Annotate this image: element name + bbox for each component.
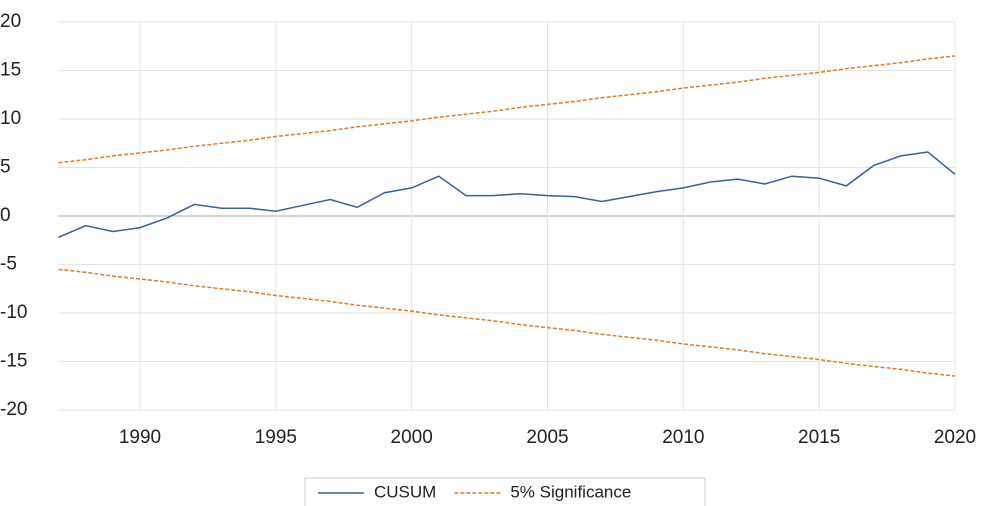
line-series [58,151,956,238]
y-tick-label: 0 [0,205,11,226]
legend-label: CUSUM [374,482,436,501]
y-tick-label: -15 [0,351,27,372]
x-tick-label: 2000 [391,427,433,448]
legend-box [304,477,706,506]
x-tick-label: 2010 [662,427,704,448]
x-tick-label: 2005 [526,427,568,448]
legend-label: 5% Significance [510,482,631,501]
y-tick-label: 20 [0,11,21,32]
y-tick-label: -5 [0,254,17,275]
x-tick-label: 1990 [119,427,161,448]
legend: CUSUM 5% Significance [304,477,706,506]
y-tick-label: -10 [0,302,27,323]
y-tick-label: 5 [0,157,11,178]
y-tick-label: 15 [0,60,21,81]
y-tick-label: -20 [0,399,27,420]
y-tick-label: 10 [0,108,21,129]
x-tick-label: 2015 [798,427,840,448]
line-series [58,55,956,164]
line-series [58,268,956,377]
x-tick-label: 2020 [934,427,976,448]
x-tick-label: 1995 [255,427,297,448]
